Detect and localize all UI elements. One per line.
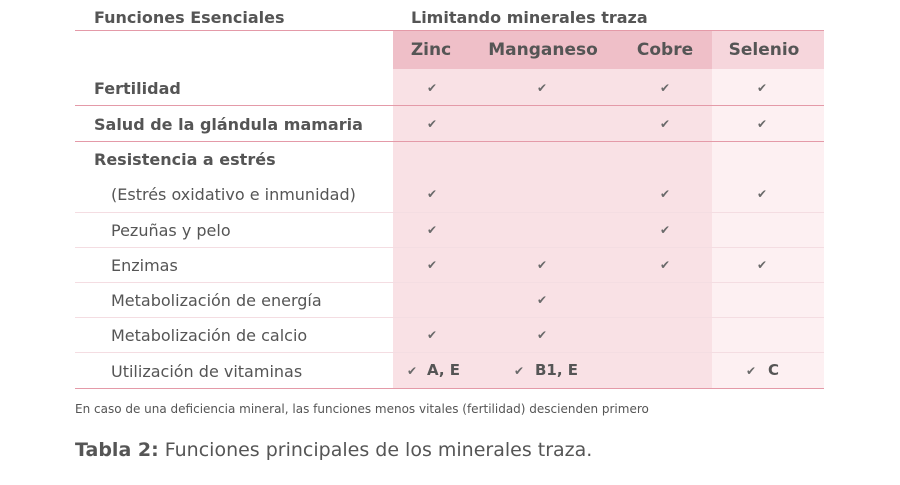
row-label-estres-oxidativo: (Estrés oxidativo e inmunidad) [111,185,356,204]
check-mark: ✔ [659,223,671,237]
check-mark: ✔ [659,117,671,131]
check-mark: ✔ [426,81,438,95]
row-label-salud-glandula: Salud de la glándula mamaria [94,115,363,134]
row-rule [75,282,824,283]
caption-text: Funciones principales de los minerales t… [158,439,593,461]
zinc-manganeso-cobre-band [393,31,712,389]
functions-header: Funciones Esenciales [94,8,285,27]
check-mark: ✔ [756,81,768,95]
bottom-rule [75,388,824,389]
column-header-cobre: Cobre [636,40,694,60]
check-mark: ✔ [756,117,768,131]
row-label-energia: Metabolización de energía [111,291,322,310]
table-caption: Tabla 2: Funciones principales de los mi… [75,439,592,461]
caption-label: Tabla 2: [75,439,159,461]
row-rule [75,141,824,142]
check-mark: ✔ [536,258,548,272]
vitamin-note-manganeso: B1, E [535,361,579,379]
column-header-zinc: Zinc [410,40,452,60]
column-header-band [393,31,712,69]
row-label-calcio: Metabolización de calcio [111,326,308,345]
row-rule [75,352,824,353]
header-rule [75,30,824,31]
check-mark: ✔ [426,187,438,201]
check-mark: ✔ [659,81,671,95]
check-mark: ✔ [426,258,438,272]
check-mark: ✔ [513,364,525,378]
vitamin-note-zinc: A, E [427,361,461,379]
check-mark: ✔ [756,258,768,272]
vitamin-note-selenio: C [768,361,780,379]
check-mark: ✔ [426,223,438,237]
check-mark: ✔ [659,258,671,272]
check-mark: ✔ [426,117,438,131]
row-label-fertilidad: Fertilidad [94,79,181,98]
table-footnote: En caso de una deficiencia mineral, las … [75,402,649,416]
row-rule [75,105,824,106]
row-rule [75,212,824,213]
check-mark: ✔ [536,328,548,342]
check-mark: ✔ [406,364,418,378]
row-rule [75,247,824,248]
check-mark: ✔ [745,364,757,378]
row-label-enzimas: Enzimas [111,256,178,275]
selenio-header-band [712,31,824,69]
selenio-band [712,31,824,389]
row-label-resistencia: Resistencia a estrés [94,150,276,169]
check-mark: ✔ [756,187,768,201]
column-header-manganeso: Manganeso [488,40,598,60]
check-mark: ✔ [536,293,548,307]
check-mark: ✔ [426,328,438,342]
minerals-header: Limitando minerales traza [411,8,648,27]
check-mark: ✔ [536,81,548,95]
row-rule [75,317,824,318]
row-label-pezunas: Pezuñas y pelo [111,221,231,240]
check-mark: ✔ [659,187,671,201]
column-header-selenio: Selenio [728,40,800,60]
row-label-vitaminas: Utilización de vitaminas [111,362,303,381]
